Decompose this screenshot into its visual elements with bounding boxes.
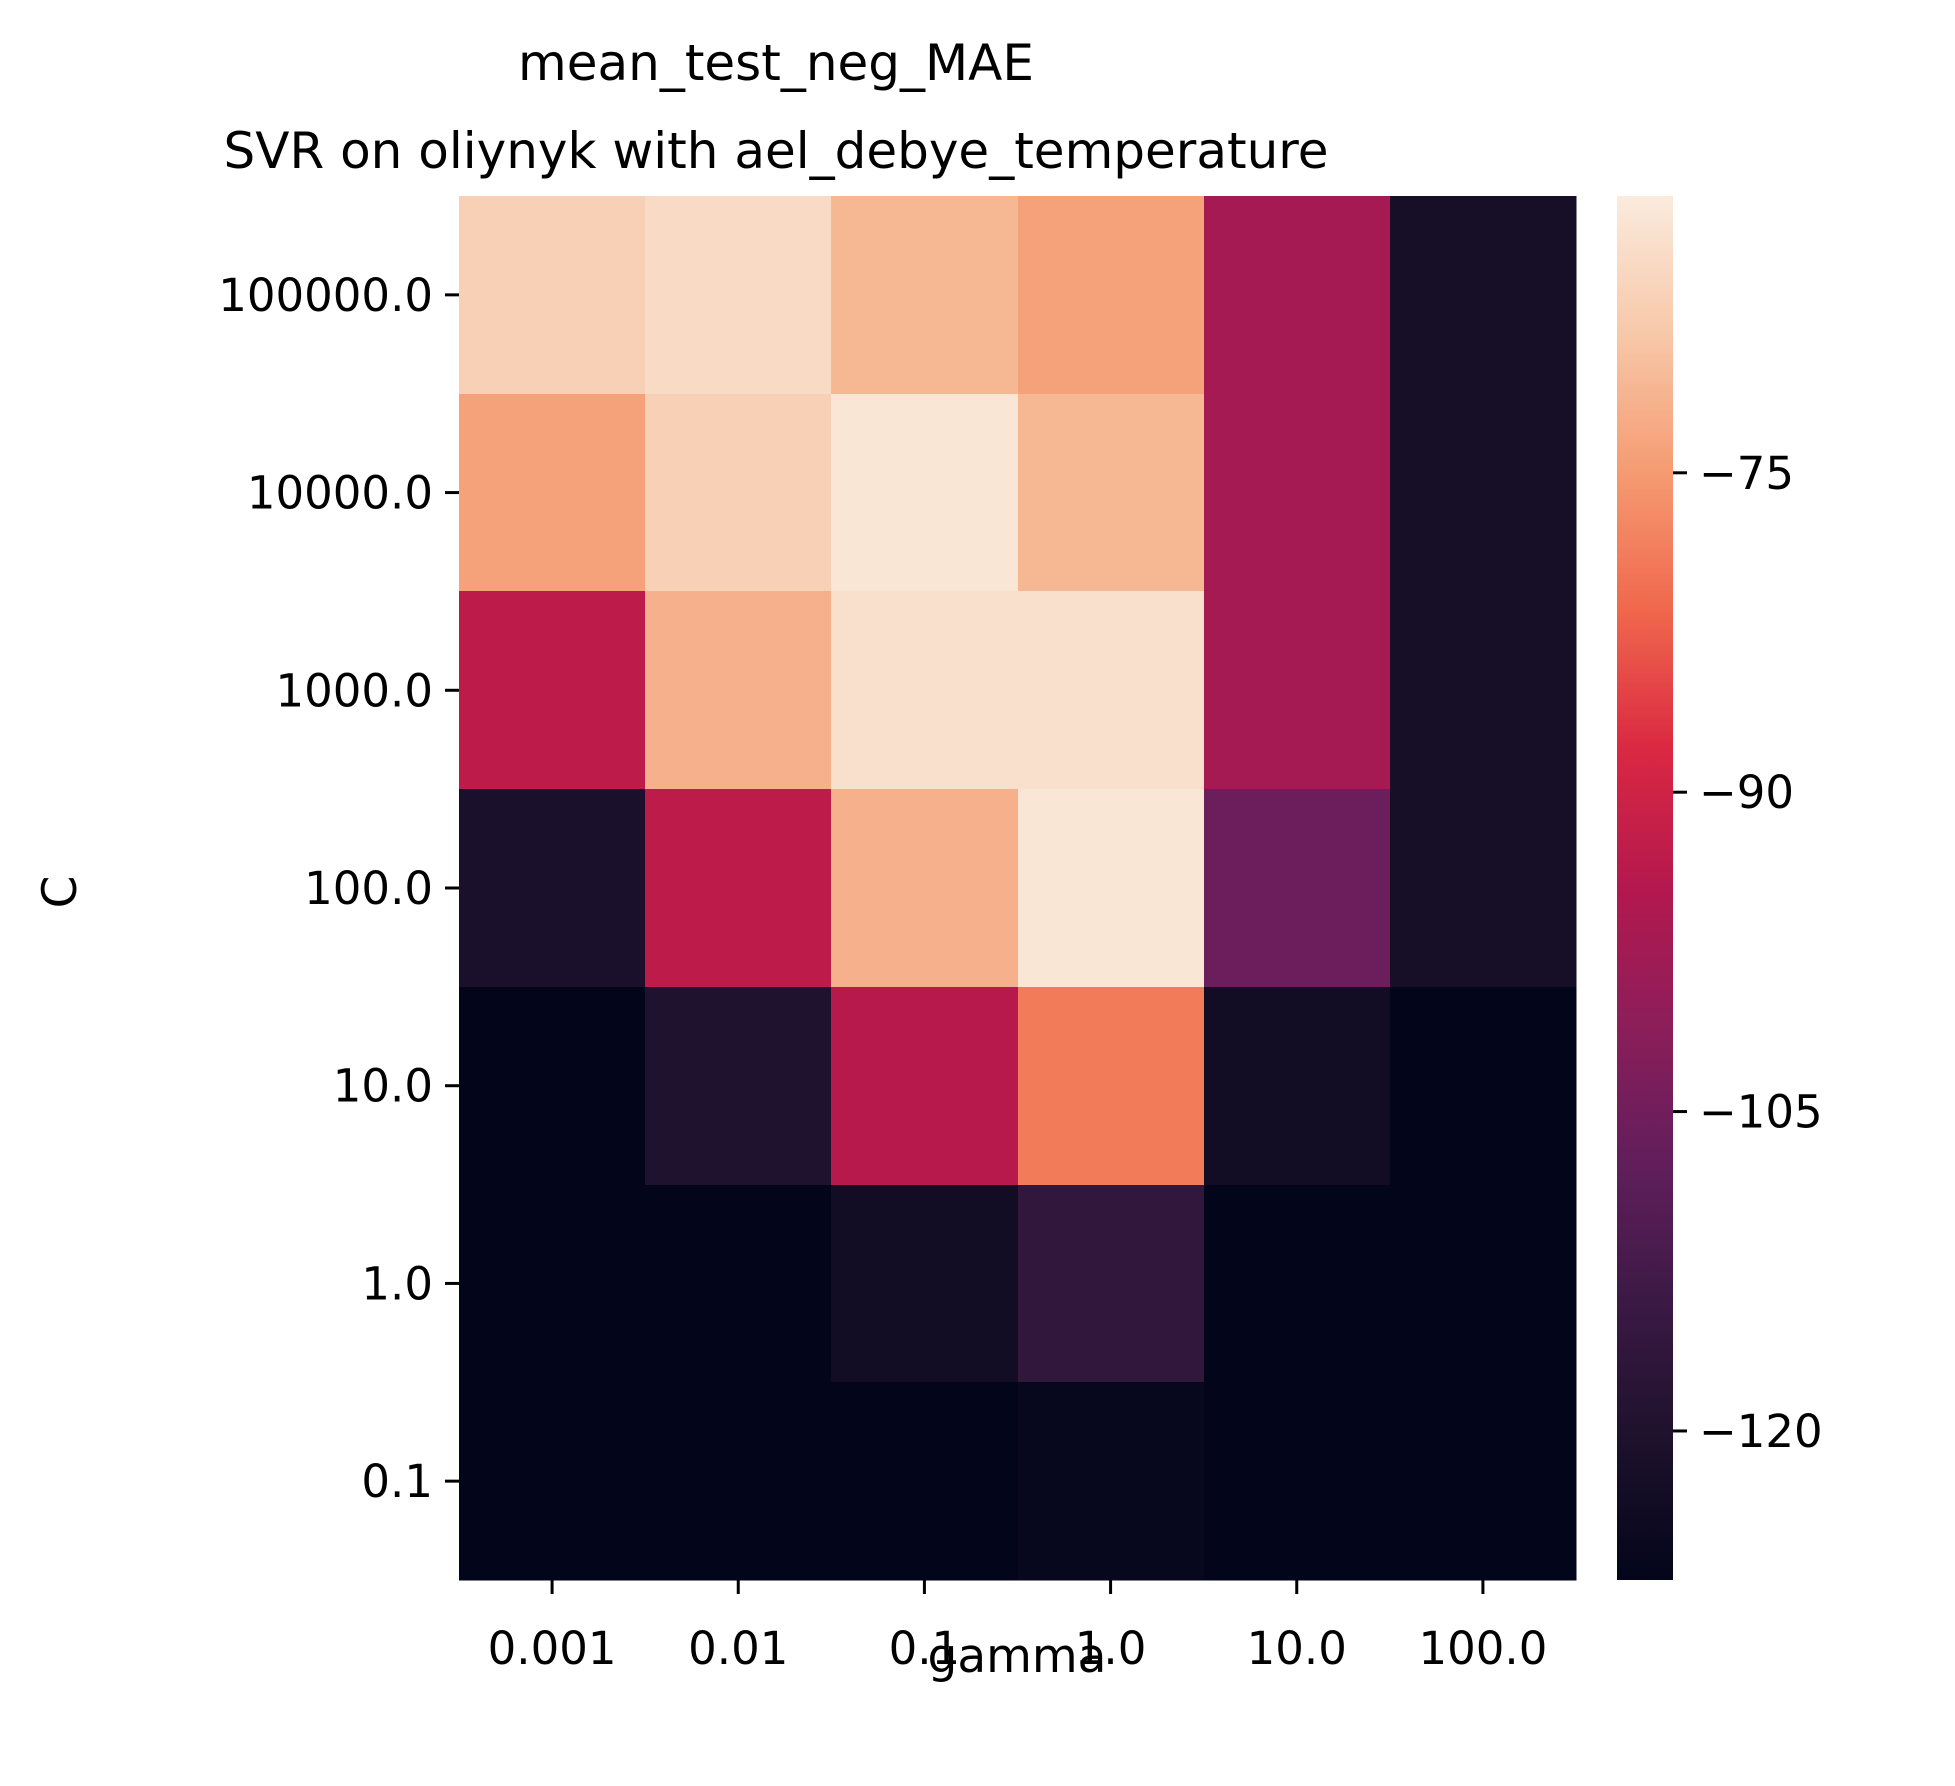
heatmap-cell-C-10.0-gamma-1.0 bbox=[1018, 987, 1205, 1186]
heatmap-cell-C-10.0-gamma-0.01 bbox=[645, 987, 832, 1186]
x-tick-label: 1.0 bbox=[1075, 1622, 1147, 1675]
x-tick-label: 0.01 bbox=[688, 1622, 788, 1675]
heatmap-cell-C-1000.0-gamma-0.01 bbox=[645, 591, 832, 790]
y-axis-label: C bbox=[33, 876, 88, 909]
heatmap-cell-C-0.1-gamma-1.0 bbox=[1018, 1382, 1205, 1581]
heatmap-cell-C-10000.0-gamma-100.0 bbox=[1390, 394, 1577, 592]
heatmap-cell-C-0.1-gamma-10.0 bbox=[1204, 1382, 1391, 1581]
y-tick-label: 100000.0 bbox=[218, 269, 433, 322]
heatmap-cell-C-100000.0-gamma-1.0 bbox=[1018, 196, 1205, 395]
chart-subtitle: SVR on oliynyk with ael_debye_temperatur… bbox=[224, 122, 1329, 180]
heatmap-cell-C-10.0-gamma-100.0 bbox=[1390, 987, 1577, 1186]
heatmap-cell-C-1.0-gamma-10.0 bbox=[1204, 1185, 1391, 1383]
x-tick-label: 10.0 bbox=[1247, 1622, 1347, 1675]
x-tick-label: 0.001 bbox=[488, 1622, 617, 1675]
heatmap-cell-C-10000.0-gamma-10.0 bbox=[1204, 394, 1391, 592]
heatmap-cell-C-0.1-gamma-0.01 bbox=[645, 1382, 832, 1581]
y-axis-ticks: 100000.0 10000.0 1000.0 100.0 10.0 1.0 0.1 bbox=[218, 269, 459, 1508]
heatmap-cell-C-1000.0-gamma-1.0 bbox=[1018, 591, 1205, 790]
y-tick-label: 10000.0 bbox=[247, 467, 433, 520]
heatmap-cell-C-100000.0-gamma-0.1 bbox=[831, 196, 1019, 395]
heatmap-cell-C-1000.0-gamma-0.001 bbox=[459, 591, 646, 790]
x-tick-label: 100.0 bbox=[1419, 1622, 1548, 1675]
heatmap-cell-C-100.0-gamma-0.001 bbox=[459, 789, 646, 988]
heatmap-cell-C-100000.0-gamma-0.01 bbox=[645, 196, 832, 395]
colorbar bbox=[1617, 196, 1673, 1580]
colorbar-ticks: −75 −90 −105 −120 bbox=[1673, 447, 1823, 1458]
heatmap-cell-C-100.0-gamma-100.0 bbox=[1390, 789, 1577, 988]
heatmap-cell-C-10.0-gamma-0.001 bbox=[459, 987, 646, 1186]
heatmap-cell-C-100000.0-gamma-0.001 bbox=[459, 196, 646, 395]
chart-title: mean_test_neg_MAE bbox=[518, 34, 1034, 92]
heatmap-cell-C-1000.0-gamma-10.0 bbox=[1204, 591, 1391, 790]
y-tick-label: 10.0 bbox=[333, 1060, 433, 1113]
x-axis-label: gamma bbox=[927, 1629, 1106, 1684]
heatmap-cell-C-1000.0-gamma-0.1 bbox=[831, 591, 1019, 790]
heatmap-cell-C-100.0-gamma-0.1 bbox=[831, 789, 1019, 988]
colorbar-tick-label: −90 bbox=[1699, 766, 1794, 819]
heatmap-cell-C-0.1-gamma-100.0 bbox=[1390, 1382, 1577, 1581]
heatmap-cell-C-1.0-gamma-0.001 bbox=[459, 1185, 646, 1383]
x-tick-label: 0.1 bbox=[889, 1622, 961, 1675]
heatmap-cell-C-1.0-gamma-0.1 bbox=[831, 1185, 1019, 1383]
y-tick-label: 1.0 bbox=[361, 1257, 433, 1310]
heatmap-cell-C-10000.0-gamma-0.1 bbox=[831, 394, 1019, 592]
heatmap-cell-C-1.0-gamma-1.0 bbox=[1018, 1185, 1205, 1383]
y-tick-label: 0.1 bbox=[361, 1455, 433, 1508]
heatmap-cell-C-0.1-gamma-0.001 bbox=[459, 1382, 646, 1581]
heatmap-cell-C-10000.0-gamma-0.001 bbox=[459, 394, 646, 592]
y-tick-label: 100.0 bbox=[304, 862, 433, 915]
heatmap-cell-C-1000.0-gamma-100.0 bbox=[1390, 591, 1577, 790]
heatmap-cell-C-10.0-gamma-0.1 bbox=[831, 987, 1019, 1186]
heatmap-cells bbox=[459, 196, 1577, 1581]
heatmap-cell-C-100.0-gamma-1.0 bbox=[1018, 789, 1205, 988]
colorbar-tick-label: −75 bbox=[1699, 447, 1794, 500]
heatmap-cell-C-100000.0-gamma-100.0 bbox=[1390, 196, 1577, 395]
heatmap-cell-C-1.0-gamma-100.0 bbox=[1390, 1185, 1577, 1383]
heatmap-cell-C-100.0-gamma-10.0 bbox=[1204, 789, 1391, 988]
heatmap-cell-C-100000.0-gamma-10.0 bbox=[1204, 196, 1391, 395]
heatmap-cell-C-10000.0-gamma-0.01 bbox=[645, 394, 832, 592]
x-axis-ticks: 0.001 0.01 0.1 1.0 10.0 100.0 bbox=[488, 1580, 1548, 1675]
heatmap-cell-C-10000.0-gamma-1.0 bbox=[1018, 394, 1205, 592]
heatmap-cell-C-10.0-gamma-10.0 bbox=[1204, 987, 1391, 1186]
colorbar-tick-label: −120 bbox=[1699, 1405, 1823, 1458]
heatmap-cell-C-100.0-gamma-0.01 bbox=[645, 789, 832, 988]
heatmap-cell-C-1.0-gamma-0.01 bbox=[645, 1185, 832, 1383]
y-tick-label: 1000.0 bbox=[276, 664, 433, 717]
colorbar-tick-label: −105 bbox=[1699, 1086, 1823, 1139]
heatmap-cell-C-0.1-gamma-0.1 bbox=[831, 1382, 1019, 1581]
